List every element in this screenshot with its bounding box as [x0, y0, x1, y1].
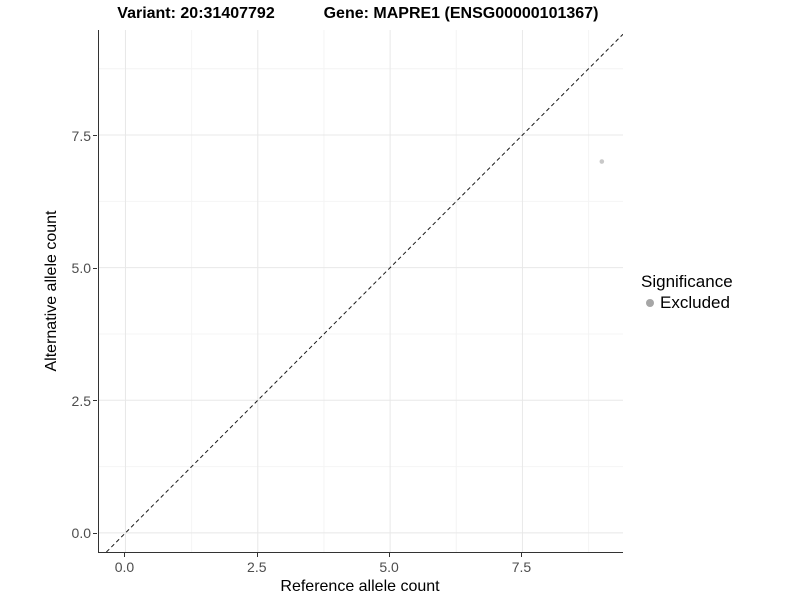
data-point-excluded [599, 159, 605, 164]
x-tick-mark [389, 553, 391, 557]
x-tick-label: 5.0 [379, 559, 399, 575]
y-tick-mark [93, 267, 97, 269]
legend-title: Significance [641, 272, 733, 291]
legend-item-label: Excluded [660, 293, 730, 312]
legend: Significance Excluded [641, 272, 733, 312]
x-tick-label: 2.5 [247, 559, 267, 575]
x-tick-label: 7.5 [511, 559, 532, 575]
x-tick-label: 0.0 [114, 559, 135, 575]
plot-title-variant: Variant: 20:31407792 [117, 5, 275, 22]
y-tick-label: 2.5 [71, 392, 91, 409]
plot-panel [98, 30, 623, 553]
legend-item-excluded: Excluded [641, 293, 733, 312]
plot-canvas [99, 30, 623, 552]
x-axis-title: Reference allele count [280, 578, 440, 595]
x-tick-mark [521, 553, 523, 557]
identity-dashed-line [106, 33, 623, 552]
y-tick-mark [93, 532, 97, 534]
y-tick-label: 0.0 [71, 525, 91, 542]
x-tick-mark [256, 553, 258, 557]
y-tick-mark [93, 400, 97, 402]
y-tick-mark [93, 135, 97, 137]
legend-point-icon [646, 298, 654, 307]
y-tick-label: 7.5 [71, 127, 91, 144]
y-axis-title: Alternative allele count [43, 210, 60, 372]
x-tick-mark [124, 553, 126, 557]
y-tick-label: 5.0 [71, 260, 91, 277]
plot-title-gene: Gene: MAPRE1 (ENSG00000101367) [323, 5, 599, 22]
